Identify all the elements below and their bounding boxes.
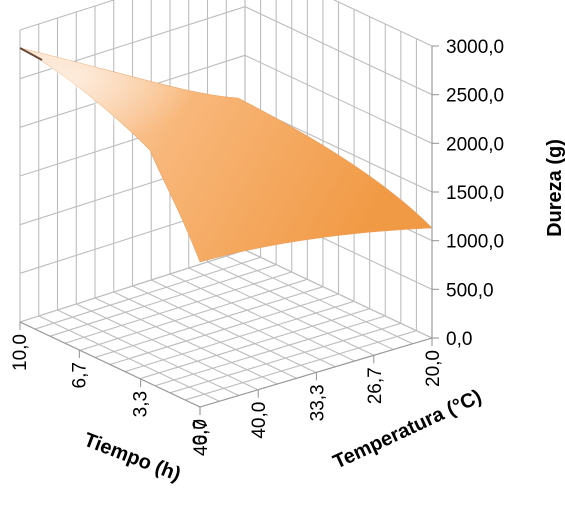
floor-gridline-tiempo (19, 249, 246, 323)
temperatura-tick-label: 40,0 (249, 402, 270, 439)
floor-gridline-temperatura (207, 261, 394, 350)
surface-ridge-left (19, 47, 43, 61)
z-tick-label: 3000,0 (446, 37, 504, 58)
floor-gridline-temperatura (244, 249, 433, 339)
z-tick-label: 500,0 (446, 280, 494, 301)
temperatura-axis-title: Temperatura (°C) (330, 386, 485, 474)
floor-gridline-temperatura (226, 255, 413, 345)
z-tick-label: 1000,0 (446, 232, 504, 253)
z-tick-label: 2500,0 (446, 86, 504, 107)
floor-gridline-temperatura (188, 267, 375, 356)
tiempo-axis-line (19, 321, 201, 408)
tiempo-axis-title: Tiempo (h) (81, 429, 184, 486)
z-tick-label: 1500,0 (446, 183, 504, 204)
axis-labels: 0,0 500,0 1000,0 1500,0 2000,0 2500,0 3000,0 10… (10, 37, 504, 456)
floor-gridline-tiempo (64, 271, 292, 344)
temperatura-tick-label: 20,0 (423, 350, 444, 387)
floor-gridline-tiempo (109, 293, 339, 366)
temperatura-tick-label: 33,3 (307, 384, 328, 421)
floor-gridline-tiempo (49, 264, 277, 337)
floor-gridline-temperatura (151, 279, 336, 368)
z-axis-title: Dureza (g) (544, 139, 565, 237)
floor-gridline-tiempo (94, 286, 324, 358)
surface-plot (19, 47, 433, 263)
tiempo-tick-label: 0,0 (190, 419, 211, 445)
axis-ticks (19, 45, 439, 415)
tiempo-tick-label: 6,7 (69, 362, 90, 388)
floor-gridline-tiempo (34, 256, 261, 330)
temperatura-tick-label: 26,7 (365, 367, 386, 404)
temperatura-axis-line (199, 337, 433, 408)
z-tick-label: 0,0 (446, 329, 472, 350)
floor-gridline-temperatura (169, 273, 355, 362)
temperatura-tick-label: 46,7 (191, 419, 212, 456)
tiempo-tick-label: 3,3 (131, 391, 152, 417)
surface-highlight (20, 48, 242, 172)
z-tick-label: 2000,0 (446, 134, 504, 155)
tiempo-tick-label: 10,0 (10, 334, 31, 371)
